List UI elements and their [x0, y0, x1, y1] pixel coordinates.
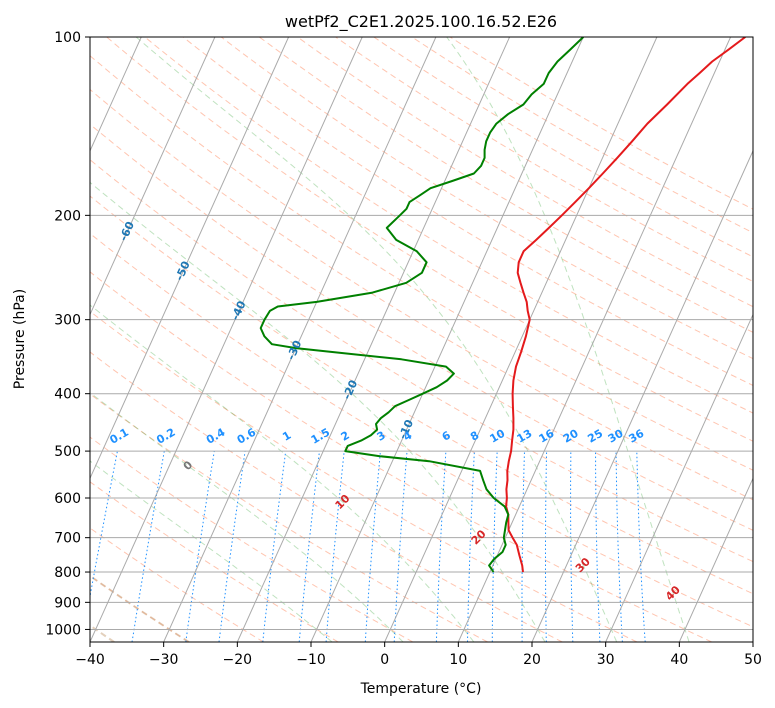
isotherm-line — [90, 37, 216, 316]
dry-adiabat-line — [144, 37, 753, 414]
isotherm-line — [236, 37, 511, 642]
y-tick-label: 1000 — [45, 622, 81, 638]
isotherm-line — [678, 477, 753, 642]
dry-adiabat-line — [90, 55, 753, 471]
y-tick-label: 400 — [54, 387, 81, 403]
dewpoint-line — [259, 37, 584, 573]
y-tick-label: 700 — [54, 531, 81, 547]
dry-adiabat-line — [90, 481, 339, 642]
x-tick-label: 10 — [449, 652, 467, 668]
x-tick-label: −40 — [75, 652, 105, 668]
dry-adiabat-line — [90, 351, 563, 642]
dry-adiabat-line — [90, 232, 753, 628]
x-tick-label: 30 — [597, 652, 615, 668]
dry-adiabat-line — [90, 195, 753, 595]
grid-lines — [90, 37, 753, 630]
x-axis-ticks: −40 −30 −20 −10 0 10 20 30 40 50 — [75, 642, 762, 668]
y-tick-label: 500 — [54, 444, 81, 460]
moist-adiabats — [90, 37, 690, 642]
y-tick-label: 200 — [54, 208, 81, 224]
mixing-ratio-line — [131, 451, 165, 642]
isotherm-line — [90, 37, 363, 642]
isotherm-line — [310, 37, 584, 642]
chart-title: wetPf2_C2E1.2025.100.16.52.E26 — [285, 12, 557, 32]
isotherm-line — [163, 37, 437, 642]
y-axis-label: Pressure (hPa) — [12, 289, 28, 389]
moist-adiabat-line — [135, 37, 618, 642]
x-tick-label: 40 — [670, 652, 688, 668]
isotherm-line — [605, 313, 753, 642]
y-axis-ticks: 100 200 300 400 500 600 700 800 900 1000 — [45, 30, 90, 638]
plot-frame — [89, 36, 754, 643]
sounding-series — [259, 37, 746, 573]
dry-adiabat-line — [90, 271, 712, 642]
dry-adiabat-line — [90, 310, 638, 642]
isotherm-line — [90, 37, 142, 153]
dry-adiabat-line — [106, 37, 753, 442]
dry-adiabat-line — [90, 527, 264, 642]
mixing-ratio-line — [218, 451, 246, 642]
y-tick-label: 800 — [54, 565, 81, 581]
x-tick-label: 0 — [380, 652, 389, 668]
mixing-ratio-line — [262, 451, 287, 642]
x-tick-label: 20 — [523, 652, 541, 668]
moist-adiabat-line — [90, 304, 475, 642]
mixing-ratio-line — [185, 451, 215, 642]
isotherm-line — [531, 149, 753, 642]
x-tick-label: 50 — [744, 652, 762, 668]
x-tick-label: −10 — [296, 652, 326, 668]
y-tick-label: 300 — [54, 313, 81, 329]
moist-adiabat-line — [446, 37, 690, 642]
x-axis-label: Temperature (°C) — [360, 681, 482, 697]
x-tick-label: −30 — [149, 652, 179, 668]
isotherm-line — [384, 37, 658, 642]
mixing-ratio-lines — [90, 451, 646, 642]
isotherm-line — [90, 37, 290, 480]
mixing-ratio-line — [90, 451, 118, 600]
x-tick-label: −20 — [223, 652, 253, 668]
moist-adiabat-line — [90, 181, 546, 642]
moist-adiabat-line — [90, 392, 404, 642]
dry-adiabat-line — [182, 37, 753, 386]
y-tick-label: 100 — [54, 30, 81, 46]
dry-adiabat-line — [220, 37, 753, 360]
y-tick-label: 900 — [54, 595, 81, 611]
y-tick-label: 600 — [54, 491, 81, 507]
